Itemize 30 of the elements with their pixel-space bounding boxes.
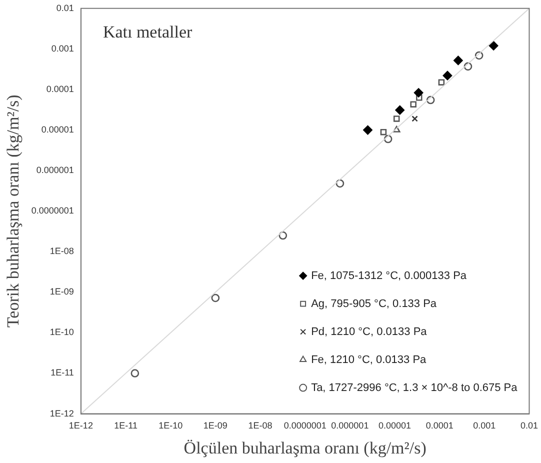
x-tick-label: 0.0001 xyxy=(426,420,454,431)
y-tick-label: 0.00001 xyxy=(41,124,74,135)
x-axis-title: Ölçülen buharlaşma oranı (kg/m²/s) xyxy=(184,438,426,458)
y-tick-label: 0.000001 xyxy=(36,165,74,176)
y-tick-label: 0.01 xyxy=(56,2,74,13)
x-tick-label: 1E-11 xyxy=(114,420,138,431)
y-tick-label: 0.0000001 xyxy=(31,206,74,216)
y-axis-title: Teorik buharlaşma oranı (kg/m²/s) xyxy=(4,94,23,328)
legend-label: Pd, 1210 °C, 0.0133 Pa xyxy=(311,326,428,338)
x-tick-label: 0.01 xyxy=(520,420,538,431)
y-tick-label: 0.001 xyxy=(51,43,74,54)
legend-label: Ag, 795-905 °C, 0.133 Pa xyxy=(311,298,438,310)
x-tick-label: 1E-09 xyxy=(203,420,228,431)
legend-label: Ta, 1727-2996 °C, 1.3 × 10^-8 to 0.675 Pa xyxy=(311,382,518,394)
x-tick-label: 0.000001 xyxy=(331,420,369,431)
x-tick-label: 0.0000001 xyxy=(284,420,326,431)
legend-label: Fe, 1075-1312 °C, 0.000133 Pa xyxy=(311,270,468,282)
y-tick-label: 1E-10 xyxy=(50,327,74,338)
y-tick-label: 1E-09 xyxy=(50,286,74,297)
x-tick-label: 1E-08 xyxy=(248,420,272,431)
x-tick-label: 1E-12 xyxy=(68,420,93,431)
annotation: Katı metaller xyxy=(102,22,192,42)
y-tick-label: 0.0001 xyxy=(46,84,74,94)
y-tick-label: 1E-11 xyxy=(50,368,74,378)
x-tick-label: 1E-10 xyxy=(158,420,183,431)
y-tick-label: 1E-12 xyxy=(50,408,74,418)
y-tick-label: 1E-08 xyxy=(50,246,74,256)
x-tick-label: 0.00001 xyxy=(378,420,412,431)
x-tick-label: 0.001 xyxy=(473,420,496,431)
legend-label: Fe, 1210 °C, 0.0133 Pa xyxy=(311,354,428,366)
